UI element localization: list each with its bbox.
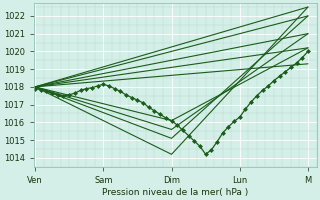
X-axis label: Pression niveau de la mer( hPa ): Pression niveau de la mer( hPa ) <box>102 188 248 197</box>
